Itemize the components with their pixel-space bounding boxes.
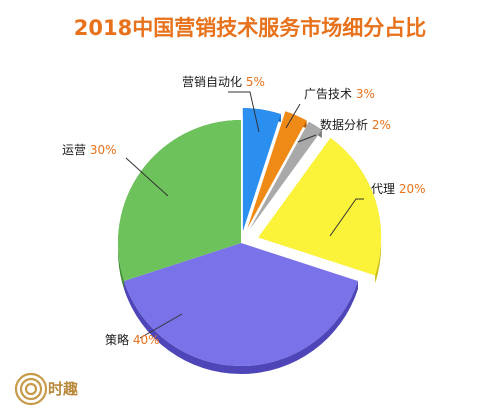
slice-label-name: 数据分析	[320, 117, 372, 132]
slice-label-value: 2%	[372, 118, 391, 132]
slice-label: 策略 40%	[105, 332, 160, 347]
slice-label-value: 40%	[133, 333, 160, 347]
leader-line	[297, 134, 317, 143]
pie-slice	[242, 108, 281, 232]
slice-label: 数据分析 2%	[320, 117, 391, 132]
slice-label-value: 30%	[90, 143, 117, 157]
leader-line	[139, 313, 183, 339]
slice-label-name: 运营	[62, 143, 90, 157]
slice-label-name: 营销自动化	[182, 75, 246, 89]
slice-label: 广告技术 3%	[304, 87, 375, 101]
slice-label: 运营 30%	[62, 143, 117, 157]
slice-label: 代理 20%	[371, 182, 426, 196]
slice-label-name: 策略	[105, 332, 133, 347]
slice-label-value: 3%	[356, 87, 375, 101]
slice-label-value: 20%	[399, 182, 426, 196]
leader-line	[228, 91, 260, 133]
slice-label-name: 代理	[371, 182, 399, 196]
pie-slice	[247, 111, 307, 229]
logo-rings-icon	[14, 372, 48, 406]
chart-title: 2018中国营销技术服务市场细分占比	[73, 16, 427, 40]
slice-label-name: 广告技术	[304, 87, 356, 101]
brand-logo: 时趣	[14, 372, 104, 412]
slice-label-value: 5%	[246, 75, 265, 89]
leader-line	[285, 103, 301, 129]
pie-slice	[258, 137, 382, 276]
pie-slice	[117, 120, 241, 282]
leader-line	[329, 198, 364, 237]
pie-slice	[124, 243, 358, 366]
logo-text: 时趣	[48, 380, 79, 398]
slice-label: 营销自动化 5%	[182, 75, 265, 89]
pie-slice	[249, 121, 322, 230]
leader-line	[125, 157, 169, 197]
